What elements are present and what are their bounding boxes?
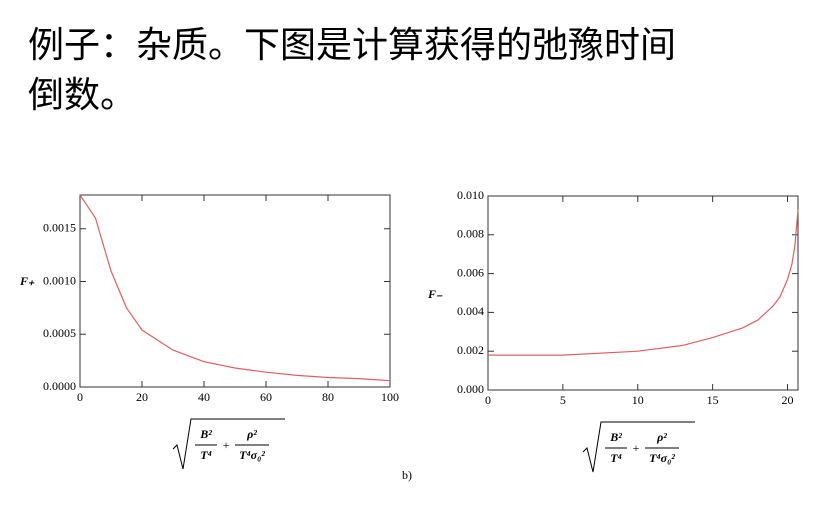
- data-line: [79, 194, 391, 382]
- sqrt-sign: [172, 418, 285, 470]
- x-tick-label: 100: [381, 390, 399, 404]
- x-tick-label: 0: [77, 390, 83, 404]
- x-tick-label: 60: [260, 390, 272, 404]
- y-tick-label: 0.002: [457, 343, 484, 357]
- y-tick-label: 0.008: [457, 227, 484, 241]
- x-tick-label: 10: [632, 393, 644, 407]
- y-tick-label: 0.0000: [43, 379, 76, 393]
- x-axis-label: ρ²: [246, 427, 257, 441]
- x-tick-label: 20: [136, 390, 148, 404]
- data-line: [488, 209, 799, 356]
- x-axis-label: +: [633, 441, 640, 455]
- x-tick-label: 80: [322, 390, 334, 404]
- plot-frame: [79, 194, 391, 388]
- plot-frame: [487, 195, 799, 391]
- y-axis-label: F₋: [427, 287, 443, 301]
- sqrt-sign: [582, 421, 695, 473]
- y-tick-label: 0.000: [457, 382, 484, 396]
- x-axis-label: B²: [199, 427, 212, 441]
- x-tick-label: 20: [782, 393, 794, 407]
- y-tick-label: 0.0005: [43, 326, 76, 340]
- x-tick-label: 40: [198, 390, 210, 404]
- panel-label: b): [402, 468, 412, 482]
- y-tick-label: 0.0015: [43, 221, 76, 235]
- y-axis-label: F₊: [19, 274, 35, 288]
- x-tick-label: 5: [560, 393, 566, 407]
- y-tick-label: 0.006: [457, 265, 484, 279]
- x-axis-label: +: [223, 438, 230, 452]
- x-tick-label: 15: [707, 393, 719, 407]
- x-axis-label: T⁴: [200, 448, 212, 462]
- x-axis-label: T⁴: [610, 451, 622, 465]
- y-tick-label: 0.0010: [43, 273, 76, 287]
- x-axis-label: T⁴σ₀²: [239, 448, 265, 462]
- x-axis-label: B²: [609, 430, 622, 444]
- slide-title: 倒数。: [28, 75, 137, 116]
- x-tick-label: 0: [485, 393, 491, 407]
- y-tick-label: 0.010: [457, 188, 484, 202]
- slide-title: 例子：杂质。下图是计算获得的弛豫时间: [28, 25, 677, 66]
- x-axis-label: T⁴σ₀²: [649, 451, 675, 465]
- y-tick-label: 0.004: [457, 304, 484, 318]
- x-axis-label: ρ²: [656, 430, 667, 444]
